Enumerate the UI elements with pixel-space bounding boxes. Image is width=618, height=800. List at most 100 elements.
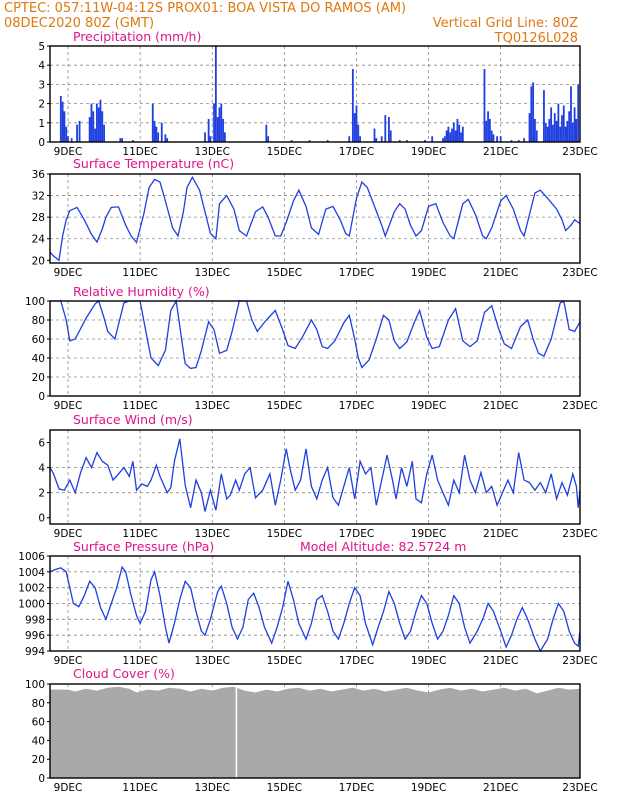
xtick-cloud: 13DEC bbox=[195, 782, 230, 794]
precip-bar bbox=[78, 120, 81, 142]
precip-bar bbox=[355, 105, 358, 142]
precip-bar bbox=[449, 132, 452, 142]
ytick-pressure: 996 bbox=[25, 630, 45, 642]
precip-bar bbox=[348, 136, 351, 142]
xtick-wind: 19DEC bbox=[411, 528, 446, 540]
xtick-rh: 21DEC bbox=[483, 400, 518, 412]
precip-bar bbox=[555, 120, 558, 142]
cloud-area bbox=[50, 686, 580, 778]
precip-bar bbox=[119, 138, 122, 142]
precip-bar bbox=[517, 140, 520, 142]
xtick-temp: 15DEC bbox=[267, 267, 302, 279]
precip-bar bbox=[166, 138, 169, 142]
panel-title-rh: Relative Humidity (%) bbox=[73, 284, 210, 299]
precip-bar bbox=[452, 122, 455, 142]
precip-bar bbox=[351, 69, 354, 142]
series-line-rh bbox=[50, 299, 581, 370]
precip-bar bbox=[575, 118, 578, 142]
xtick-cloud: 21DEC bbox=[483, 782, 518, 794]
precip-bar bbox=[204, 132, 206, 142]
precip-bar bbox=[543, 90, 545, 142]
precip-bar bbox=[461, 126, 464, 142]
precip-bar bbox=[456, 118, 459, 142]
ytick-temp: 24 bbox=[32, 234, 46, 246]
xtick-cloud: 17DEC bbox=[339, 782, 374, 794]
precip-bar bbox=[209, 136, 212, 142]
precip-bar bbox=[308, 140, 311, 142]
xtick-wind: 15DEC bbox=[267, 528, 302, 540]
xtick-pressure: 11DEC bbox=[122, 655, 157, 667]
precip-bar bbox=[487, 111, 489, 142]
precip-bar bbox=[326, 140, 329, 142]
precip-bar bbox=[223, 132, 226, 142]
precip-bar bbox=[222, 118, 224, 142]
precip-bar bbox=[90, 103, 93, 142]
precip-bar bbox=[218, 107, 221, 142]
xtick-wind: 11DEC bbox=[122, 528, 157, 540]
series-line-pressure bbox=[49, 565, 581, 653]
precip-bar bbox=[458, 124, 461, 142]
ytick-precip: 4 bbox=[38, 60, 45, 72]
xtick-rh: 17DEC bbox=[339, 400, 374, 412]
xtick-wind: 23DEC bbox=[562, 528, 597, 540]
xtick-precip: 15DEC bbox=[267, 146, 302, 158]
precip-bar bbox=[389, 130, 392, 142]
xtick-pressure: 21DEC bbox=[483, 655, 518, 667]
precip-bar bbox=[573, 107, 576, 142]
precip-bar bbox=[460, 132, 462, 142]
panel-title-temp: Surface Temperature (nC) bbox=[73, 156, 234, 171]
xtick-precip: 9DEC bbox=[54, 146, 83, 158]
precip-bar bbox=[157, 132, 160, 142]
xtick-rh: 11DEC bbox=[122, 400, 157, 412]
xtick-temp: 17DEC bbox=[339, 267, 374, 279]
precip-bar bbox=[59, 95, 62, 142]
precip-bar bbox=[550, 107, 553, 142]
xtick-precip: 13DEC bbox=[195, 146, 230, 158]
precip-bar bbox=[443, 136, 446, 142]
xtick-temp: 9DEC bbox=[54, 267, 83, 279]
xtick-temp: 21DEC bbox=[483, 267, 518, 279]
precip-bar bbox=[406, 140, 408, 142]
precip-bar bbox=[454, 130, 457, 142]
header-run-date: 08DEC2020 80Z (GMT) bbox=[4, 16, 154, 31]
ytick-temp: 20 bbox=[32, 255, 45, 267]
precip-bar bbox=[451, 128, 453, 142]
precip-bar bbox=[103, 124, 105, 142]
xtick-pressure: 19DEC bbox=[411, 655, 446, 667]
precip-bar bbox=[488, 118, 491, 142]
precip-bar bbox=[557, 103, 560, 142]
precip-bar bbox=[88, 117, 91, 142]
precip-bar bbox=[447, 126, 450, 142]
precip-bar bbox=[388, 117, 390, 142]
panel-frame-cloud bbox=[49, 683, 581, 779]
precip-bar bbox=[213, 103, 215, 142]
xtick-rh: 15DEC bbox=[267, 400, 302, 412]
xtick-pressure: 23DEC bbox=[562, 655, 597, 667]
ytick-wind: 0 bbox=[38, 513, 45, 525]
precip-bar bbox=[92, 111, 95, 142]
header: CPTEC: 057:11W-04:12S PROX01: BOA VISTA … bbox=[4, 1, 578, 46]
precip-bar bbox=[357, 124, 360, 142]
precip-bar bbox=[384, 115, 387, 142]
precip-bar bbox=[442, 138, 444, 142]
precip-bar bbox=[492, 134, 495, 142]
precip-bar bbox=[65, 126, 68, 142]
ytick-cloud: 60 bbox=[32, 717, 45, 729]
precip-bar bbox=[577, 84, 580, 142]
header-station-line: CPTEC: 057:11W-04:12S PROX01: BOA VISTA … bbox=[4, 1, 406, 16]
ytick-wind: 4 bbox=[38, 463, 45, 475]
precip-bar bbox=[546, 126, 549, 142]
precip-bar bbox=[490, 130, 493, 142]
precip-bar bbox=[267, 136, 270, 142]
precip-bar bbox=[353, 113, 356, 142]
panel-title-wind: Surface Wind (m/s) bbox=[73, 412, 193, 427]
xtick-temp: 13DEC bbox=[195, 267, 230, 279]
precip-bar bbox=[359, 136, 361, 142]
ytick-precip: 0 bbox=[38, 137, 45, 149]
precip-bar bbox=[61, 101, 64, 142]
panel-wind: Surface Wind (m/s) 0 2 4 6 9DEC 11DEC 13DEC 15DE… bbox=[38, 412, 597, 540]
xtick-pressure: 13DEC bbox=[195, 655, 230, 667]
ytick-pressure: 1006 bbox=[18, 551, 45, 563]
ytick-precip: 1 bbox=[38, 118, 45, 130]
